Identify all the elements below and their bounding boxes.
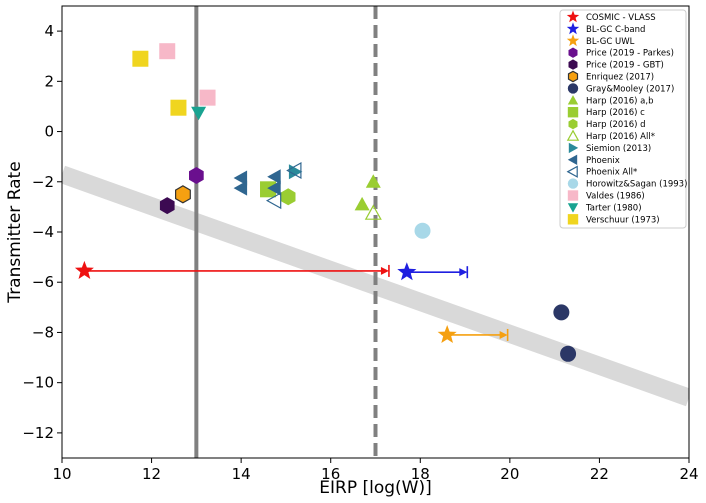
legend-label: Price (2019 - GBT)	[586, 61, 664, 71]
x-tick-label: 18	[411, 465, 430, 483]
y-axis: 4 2 0 −2 −4 −6 −8 −10 −12	[22, 22, 62, 442]
legend-label: Gray&Mooley (2017)	[586, 84, 674, 94]
legend-marker	[566, 34, 580, 47]
limit-arrow-head	[459, 268, 468, 277]
legend-label: BL-GC C-band	[586, 25, 645, 35]
legend-marker	[567, 70, 579, 83]
legend-label: Verschuur (1973)	[586, 215, 660, 225]
legend-label: Siemion (2013)	[586, 144, 651, 154]
x-tick-label: 22	[590, 465, 609, 483]
legend-marker	[567, 107, 579, 118]
y-tick-label: 2	[44, 72, 54, 90]
legend-marker	[568, 47, 578, 58]
legend-label: Harp (2016) c	[586, 108, 645, 118]
legend-marker	[568, 142, 579, 154]
data-point	[397, 262, 417, 281]
x-axis-label: EIRP [log(W)]	[319, 478, 431, 498]
legend-label: Phoenix	[586, 156, 620, 166]
legend-marker	[567, 214, 579, 225]
legend-label: Harp (2016) d	[586, 120, 646, 130]
data-point	[553, 304, 570, 321]
data-point	[233, 170, 248, 186]
legend-box	[559, 9, 687, 229]
y-tick-label: 4	[44, 22, 54, 40]
data-point	[364, 204, 382, 220]
y-tick-label: 0	[44, 123, 54, 141]
data-point	[280, 188, 296, 206]
x-tick-label: 16	[321, 465, 340, 483]
legend-label: Price (2019 - Parkes)	[586, 49, 674, 59]
y-tick-label: −6	[32, 273, 54, 291]
data-point	[437, 325, 457, 343]
legend-label: Phoenix All*	[586, 168, 637, 178]
data-point	[170, 99, 187, 116]
data-point	[365, 174, 381, 188]
legend-label: Harp (2016) a,b	[586, 96, 653, 106]
x-tick-label: 20	[500, 465, 519, 483]
x-tick-label: 14	[232, 465, 251, 483]
x-tick-label: 12	[142, 465, 161, 483]
data-point	[74, 260, 94, 279]
x-axis: 10 12 14 16 18 20 22 24	[52, 458, 699, 483]
legend-marker	[566, 22, 580, 35]
data-point	[286, 161, 302, 180]
y-tick-label: −12	[22, 424, 54, 442]
legend-marker	[566, 129, 580, 141]
data-point	[233, 180, 248, 196]
legend-marker	[568, 59, 578, 70]
legend-marker	[567, 190, 579, 201]
legend-marker	[567, 178, 579, 189]
data-point	[189, 167, 204, 184]
data-point	[414, 222, 431, 239]
limit-arrow-head	[380, 266, 389, 275]
data-point	[159, 197, 175, 215]
data-point	[354, 196, 370, 211]
data-point	[260, 181, 277, 198]
data-point	[159, 43, 176, 60]
data-point	[267, 180, 281, 196]
legend-label: Enriquez (2017)	[586, 73, 654, 83]
data-point	[175, 185, 191, 204]
legend-marker	[567, 83, 579, 94]
x-tick-label: 24	[679, 465, 698, 483]
legend-label: Tarter (1980)	[585, 203, 642, 213]
y-tick-label: −4	[32, 223, 54, 241]
data-point	[267, 169, 281, 185]
data-point	[191, 106, 207, 121]
y-tick-label: −2	[32, 173, 54, 191]
y-tick-label: −10	[22, 374, 54, 392]
limit-arrow-head	[499, 330, 508, 339]
legend-marker	[567, 154, 578, 165]
legend-marker	[566, 10, 580, 23]
data-point	[199, 89, 216, 106]
data-point	[560, 345, 577, 362]
plot-area	[62, 6, 689, 458]
legend-label: Horowitz&Sagan (1993)	[586, 180, 687, 190]
legend-label: COSMIC - VLASS	[586, 13, 656, 23]
legend-label: Harp (2016) All*	[586, 132, 655, 142]
legend: COSMIC - VLASS BL-GC C-band BL-GC UWL Price…	[559, 9, 687, 229]
legend-label: Valdes (1986)	[586, 192, 645, 202]
legend-label: BL-GC UWL	[586, 37, 635, 47]
y-axis-label: Transmitter Rate	[5, 161, 25, 303]
legend-marker	[568, 118, 578, 130]
data-point	[265, 192, 282, 210]
data-point	[132, 50, 149, 67]
legend-marker	[567, 203, 579, 213]
x-tick-label: 10	[52, 465, 71, 483]
y-tick-label: −8	[32, 323, 54, 341]
legend-marker	[567, 95, 579, 105]
legend-marker	[566, 165, 578, 178]
